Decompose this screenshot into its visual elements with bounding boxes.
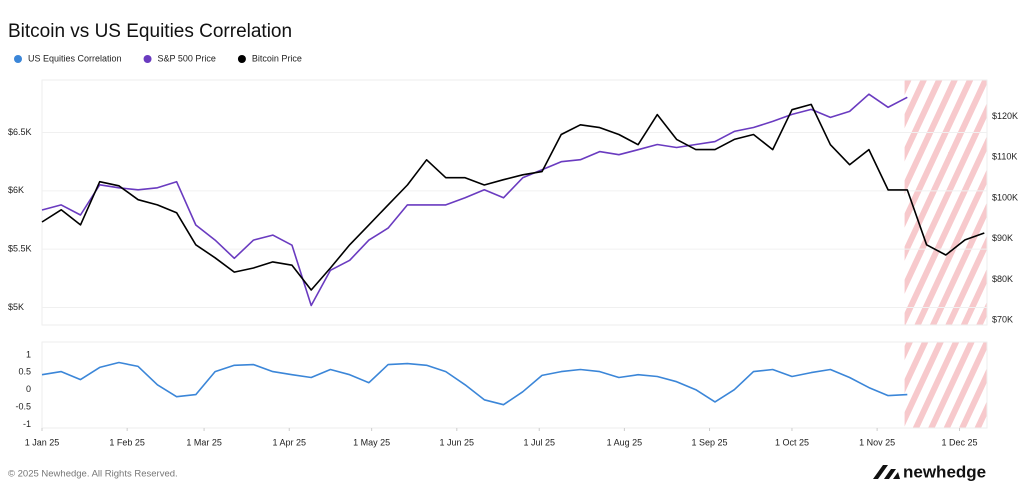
y-tick-label: -1 [23, 419, 31, 429]
y-tick-label: $5K [8, 302, 24, 312]
y2-tick-label: $80K [992, 274, 1013, 284]
plot-frame [41, 79, 988, 326]
y-tick-label: 0 [26, 384, 31, 394]
shaded-region [904, 80, 987, 325]
brand-logo: newhedge [873, 462, 986, 481]
x-tick-label: 1 Jan 25 [25, 437, 60, 447]
y2-tick-label: $100K [992, 192, 1018, 202]
x-tick-label: 1 Jun 25 [440, 437, 475, 447]
x-tick-label: 1 Nov 25 [859, 437, 895, 447]
x-tick-label: 1 Oct 25 [775, 437, 809, 447]
logo-icon [873, 465, 900, 479]
x-tick-label: 1 Dec 25 [942, 437, 978, 447]
chart-title: Bitcoin vs US Equities Correlation [8, 21, 292, 42]
y-tick-label: 1 [26, 349, 31, 359]
brand-name: newhedge [903, 462, 986, 481]
legend-label: S&P 500 Price [158, 53, 216, 63]
y2-tick-label: $110K [992, 152, 1017, 162]
series-line [41, 361, 908, 406]
legend-label: Bitcoin Price [252, 53, 302, 63]
x-tick-label: 1 Mar 25 [186, 437, 222, 447]
copyright: © 2025 Newhedge. All Rights Reserved. [8, 469, 178, 480]
y-tick-label: $6.5K [8, 127, 32, 137]
y-tick-label: -0.5 [15, 401, 31, 411]
x-tick-label: 1 Jul 25 [523, 437, 555, 447]
legend-swatch [237, 55, 246, 63]
series-line [41, 103, 985, 291]
legend-label: US Equities Correlation [28, 53, 122, 63]
y-tick-label: $5.5K [8, 244, 32, 254]
x-tick-label: 1 Feb 25 [109, 437, 145, 447]
x-tick-label: 1 Apr 25 [272, 437, 306, 447]
x-tick-label: 1 May 25 [353, 437, 390, 447]
shaded-region [904, 342, 987, 428]
legend-swatch [143, 55, 152, 63]
y2-tick-label: $90K [992, 233, 1013, 243]
y-tick-label: $6K [8, 185, 24, 195]
x-tick-label: 1 Aug 25 [607, 437, 643, 447]
series-line [41, 93, 908, 307]
y2-tick-label: $120K [992, 111, 1018, 121]
x-tick-label: 1 Sep 25 [692, 437, 728, 447]
y-tick-label: 0.5 [18, 367, 31, 377]
y2-tick-label: $70K [992, 314, 1013, 324]
legend-swatch [14, 55, 22, 63]
plot-frame [41, 341, 988, 429]
